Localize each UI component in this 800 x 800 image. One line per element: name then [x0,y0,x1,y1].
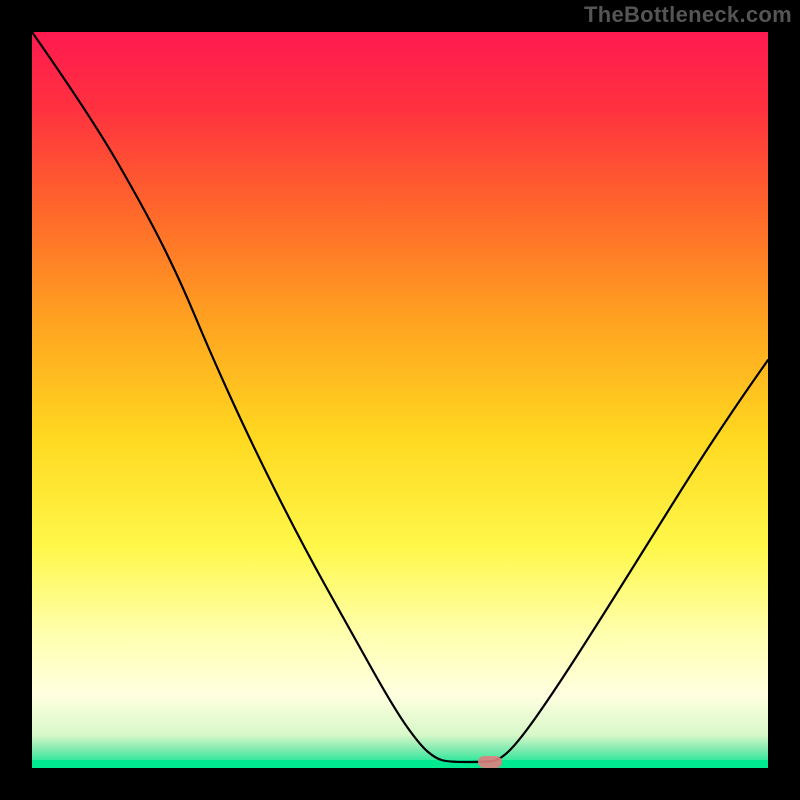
chart-container: TheBottleneck.com [0,0,800,800]
optimum-marker [478,756,502,768]
bottleneck-chart [0,0,800,800]
watermark-text: TheBottleneck.com [584,2,792,28]
green-baseline-bar [32,760,768,768]
plot-background [32,32,768,768]
